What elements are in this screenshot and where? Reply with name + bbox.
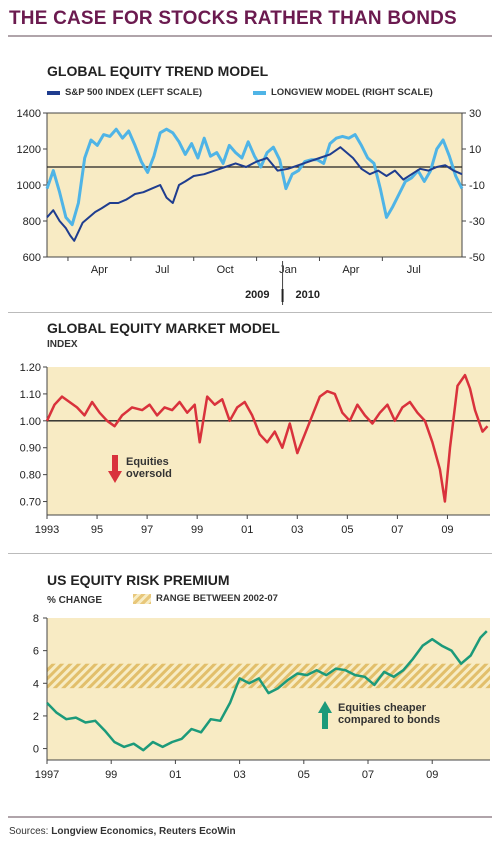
right-tick-label: -50 — [469, 252, 485, 264]
x-tick-label: 05 — [298, 769, 310, 781]
chart3-legend-range: RANGE BETWEEN 2002-07 — [133, 593, 278, 604]
y-tick-label: 0.70 — [20, 497, 41, 509]
range-band — [47, 663, 490, 689]
y-tick-label: 6 — [33, 646, 39, 658]
x-tick-label: Apr — [91, 264, 108, 276]
y-tick-label: 4 — [33, 678, 39, 690]
chart3-title: US EQUITY RISK PREMIUM — [47, 572, 230, 588]
x-tick-label: 05 — [341, 524, 353, 536]
y-tick-label: 0.80 — [20, 470, 41, 482]
x-tick-label: Oct — [217, 264, 234, 276]
x-tick-label: Jul — [155, 264, 169, 276]
chart2-title: GLOBAL EQUITY MARKET MODEL — [47, 320, 280, 336]
x-tick-label: 99 — [191, 524, 203, 536]
x-tick-label: 03 — [233, 769, 245, 781]
x-tick-label: 95 — [91, 524, 103, 536]
source-names: Longview Economics, Reuters EcoWin — [51, 826, 236, 837]
y-tick-label: 2 — [33, 711, 39, 723]
right-tick-label: 30 — [469, 108, 481, 120]
title-rule — [8, 35, 492, 37]
sp500-swatch — [47, 90, 60, 95]
x-tick-label: 1993 — [35, 524, 59, 536]
right-tick-label: -10 — [469, 180, 485, 192]
market-model-line — [45, 373, 489, 503]
left-tick-label: 1000 — [17, 180, 41, 192]
left-tick-label: 800 — [23, 216, 41, 228]
longview-swatch — [253, 90, 266, 95]
x-tick-label: 09 — [441, 524, 453, 536]
legend-label-range: RANGE BETWEEN 2002-07 — [156, 593, 278, 604]
x-tick-label: 01 — [169, 769, 181, 781]
x-tick-label: 07 — [391, 524, 403, 536]
chart1-title: GLOBAL EQUITY TREND MODEL — [47, 63, 269, 79]
cheaper-text: Equities cheaper compared to bonds — [338, 702, 441, 726]
x-tick-label: 97 — [141, 524, 153, 536]
plot-area — [47, 618, 490, 760]
legend-label-longview: LONGVIEW MODEL (RIGHT SCALE) — [271, 87, 433, 98]
left-tick-label: 600 — [23, 252, 41, 264]
divider-1 — [8, 312, 492, 313]
x-tick-label: Apr — [342, 264, 359, 276]
y-tick-label: 1.00 — [20, 416, 41, 428]
footer-rule — [8, 816, 492, 818]
oversold-text: Equities oversold — [126, 456, 172, 480]
left-tick-label: 1400 — [17, 108, 41, 120]
sources-line: Sources: Longview Economics, Reuters Eco… — [9, 826, 236, 837]
longview-line — [45, 127, 464, 227]
left-tick-label: 1200 — [17, 144, 41, 156]
x-tick-label: 1997 — [35, 769, 59, 781]
x-tick-label: 03 — [291, 524, 303, 536]
y-tick-label: 1.20 — [20, 362, 41, 374]
y-tick-label: 0.90 — [20, 443, 41, 455]
y-tick-label: 1.10 — [20, 389, 41, 401]
range-swatch — [133, 593, 151, 604]
chart1-legend-longview: LONGVIEW MODEL (RIGHT SCALE) — [253, 87, 433, 98]
oversold-annotation: Equities oversold — [126, 456, 192, 480]
right-tick-label: 10 — [469, 144, 481, 156]
x-tick-label: 99 — [105, 769, 117, 781]
down-arrow-icon — [108, 455, 122, 483]
equity-market-chart: 0.70 0.80 0.90 1.00 1.10 1.20 1993 95 97 99 01 03 05… — [20, 362, 490, 536]
cheaper-annotation: Equities cheaper compared to bonds — [338, 702, 460, 726]
plot-area — [46, 112, 463, 258]
divider-2 — [8, 553, 492, 554]
y-tick-label: 8 — [33, 613, 39, 625]
legend-label-sp500: S&P 500 INDEX (LEFT SCALE) — [65, 87, 203, 98]
x-tick-label: 01 — [241, 524, 253, 536]
y-tick-label: 0 — [33, 744, 39, 756]
right-tick-label: -30 — [469, 216, 485, 228]
source-label: Sources: — [9, 826, 49, 837]
risk-premium-chart: 0 2 4 6 8 1997 99 01 03 05 07 09 — [33, 613, 490, 781]
x-tick-label: Jan — [279, 264, 297, 276]
chart2-unit-label: INDEX — [47, 339, 78, 350]
year-label-2010: 2010 — [296, 289, 320, 301]
up-arrow-icon — [318, 701, 332, 729]
page-title: THE CASE FOR STOCKS RATHER THAN BONDS — [9, 8, 457, 29]
risk-premium-line — [46, 630, 488, 752]
year-label-2009: 2009 — [245, 289, 269, 301]
x-tick-label: Jul — [407, 264, 421, 276]
equity-trend-chart: 600 800 1000 1200 1400 -50 -30 -10 10 30 Apr Jul Oct… — [17, 108, 485, 305]
x-tick-label: 09 — [426, 769, 438, 781]
chart3-unit-label: % CHANGE — [47, 595, 103, 606]
sp500-line — [46, 146, 463, 242]
x-tick-label: 07 — [362, 769, 374, 781]
chart1-legend-sp500: S&P 500 INDEX (LEFT SCALE) — [47, 87, 202, 98]
